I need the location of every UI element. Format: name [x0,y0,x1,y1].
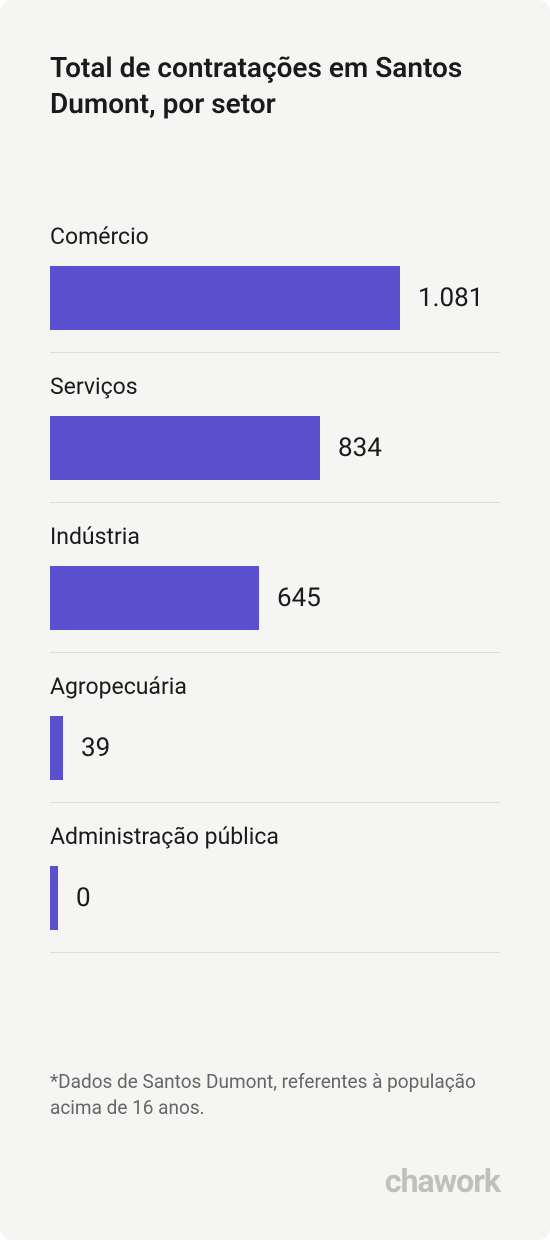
chart-footnote: *Dados de Santos Dumont, referentes à po… [50,1069,500,1122]
bar-wrap: 834 [50,416,500,480]
bar-value: 0 [76,883,91,913]
chart-title: Total de contratações em Santos Dumont, … [50,50,500,123]
bar-row: Indústria 645 [50,503,500,653]
bar-fill [50,566,259,630]
bar-wrap: 645 [50,566,500,630]
bar-wrap: 39 [50,716,500,780]
bar-row: Comércio 1.081 [50,203,500,353]
bar-row: Administração pública 0 [50,803,500,953]
bar-fill [50,866,58,930]
bar-label: Serviços [50,373,500,400]
bar-fill [50,716,63,780]
bar-fill [50,416,320,480]
bar-chart: Comércio 1.081 Serviços 834 Indústria 645 Agro… [50,203,500,1045]
brand-logo: chawork [385,1122,500,1200]
bar-label: Agropecuária [50,673,500,700]
bar-value: 1.081 [418,283,483,313]
bar-row: Agropecuária 39 [50,653,500,803]
bar-value: 834 [338,433,382,463]
bar-row: Serviços 834 [50,353,500,503]
bar-value: 645 [277,583,321,613]
bar-value: 39 [81,733,110,763]
bar-wrap: 0 [50,866,500,930]
bar-label: Indústria [50,523,500,550]
chart-card: Total de contratações em Santos Dumont, … [0,0,550,1240]
bar-wrap: 1.081 [50,266,500,330]
bar-label: Comércio [50,223,500,250]
bar-label: Administração pública [50,823,500,850]
bar-fill [50,266,400,330]
